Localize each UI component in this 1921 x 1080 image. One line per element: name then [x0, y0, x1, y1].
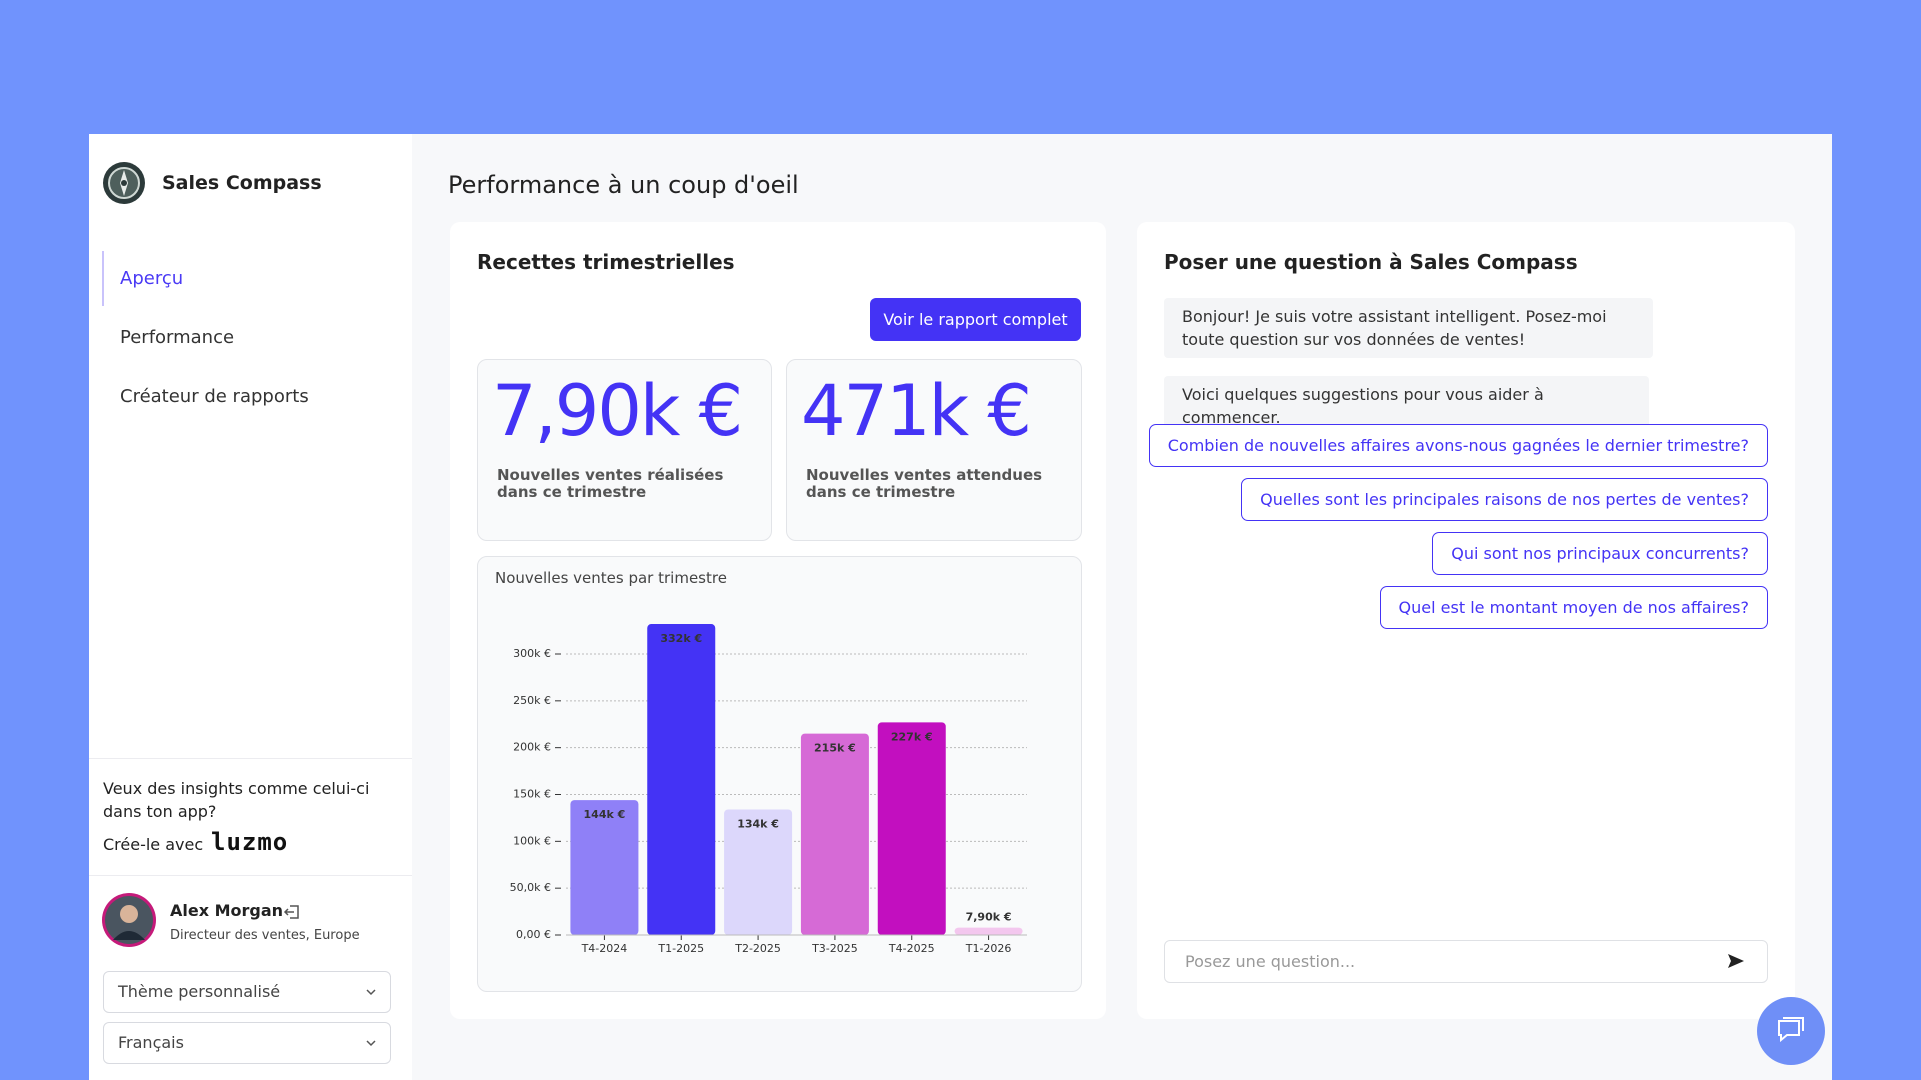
kpi-value: 7,90k €: [492, 370, 743, 452]
nav-item[interactable]: Performance: [120, 327, 235, 348]
bar-chart: 0,00 € 50,0k € 100k € 150k € 200k € 250k € 300…: [510, 624, 1027, 955]
report-button[interactable]: Voir le rapport complet: [870, 298, 1081, 341]
promo-cta: Crée-le avec: [103, 835, 204, 854]
bar: [724, 809, 793, 935]
chat-title: Poser une question à Sales Compass: [1164, 250, 1578, 274]
value-label: 134k €: [737, 817, 779, 830]
x-tick-label: T4-2025: [888, 942, 935, 955]
input-placeholder: Posez une question...: [1185, 952, 1356, 971]
x-tick-label: T3-2025: [811, 942, 858, 955]
nav-item[interactable]: Créateur de rapports: [120, 386, 309, 407]
select-value: Français: [118, 1033, 184, 1052]
value-label: 215k €: [814, 742, 856, 755]
avatar: [102, 893, 156, 947]
page-title: Performance à un coup d'oeil: [448, 171, 799, 199]
nav-item[interactable]: Aperçu: [120, 268, 184, 289]
bar: [647, 624, 716, 935]
promo-text: Veux des insights comme celui-ci dans to…: [103, 779, 370, 821]
y-tick-label: 100k €: [513, 834, 551, 847]
user-name: Alex Morgan: [170, 901, 284, 920]
card-title: Recettes trimestrielles: [477, 250, 735, 274]
suggestion-button[interactable]: Combien de nouvelles affaires avons-nous…: [1148, 424, 1768, 467]
select-value: Thème personnalisé: [118, 982, 281, 1001]
logout-icon[interactable]: [283, 903, 301, 921]
send-icon[interactable]: [1727, 953, 1745, 969]
suggestion-button[interactable]: Qui sont nos principaux concurrents?: [1432, 532, 1768, 575]
y-tick-label: 300k €: [513, 647, 551, 660]
divider: [89, 875, 412, 876]
app-name: Sales Compass: [162, 172, 322, 194]
kpi-card: [786, 359, 1082, 541]
suggestion-button[interactable]: Quel est le montant moyen de nos affaire…: [1379, 586, 1768, 629]
bar: [570, 800, 639, 935]
chevron: [366, 989, 376, 996]
x-tick-label: T2-2025: [734, 942, 781, 955]
bar: [877, 722, 946, 935]
kpi-card: [477, 359, 772, 541]
value-label: 332k €: [660, 632, 702, 645]
language-select[interactable]: Français: [103, 1022, 391, 1064]
chevron: [366, 1040, 376, 1047]
bar: [954, 927, 1023, 935]
brand-logo[interactable]: luzmo: [211, 828, 289, 856]
value-label: 7,90k €: [966, 911, 1012, 924]
x-tick-label: T4-2024: [581, 942, 628, 955]
y-tick-label: 250k €: [513, 694, 551, 707]
chat-input[interactable]: [1164, 940, 1768, 983]
user-role: Directeur des ventes, Europe: [170, 928, 360, 943]
x-tick-label: T1-2025: [657, 942, 704, 955]
y-tick-label: 200k €: [513, 741, 551, 754]
assistant-message: Bonjour! Je suis votre assistant intelli…: [1164, 298, 1653, 358]
chat-launcher[interactable]: [1757, 997, 1825, 1065]
theme-select[interactable]: Thème personnalisé: [103, 971, 391, 1013]
x-tick-label: T1-2026: [965, 942, 1012, 955]
y-tick-label: 150k €: [513, 788, 551, 801]
nav-indicator: [102, 251, 104, 306]
logo: [103, 162, 145, 204]
suggestion-button[interactable]: Quelles sont les principales raisons de …: [1241, 478, 1768, 521]
value-label: 227k €: [891, 730, 933, 743]
bar: [800, 733, 869, 935]
kpi-value: 471k €: [801, 370, 1032, 452]
y-tick-label: 50,0k €: [510, 881, 551, 894]
y-tick-label: 0,00 €: [516, 928, 551, 941]
chart-title: Nouvelles ventes par trimestre: [495, 569, 727, 587]
divider: [89, 758, 412, 759]
kpi-label: Nouvelles ventes réalisées dans ce trime…: [497, 466, 724, 501]
kpi-label: Nouvelles ventes attendues dans ce trime…: [806, 466, 1043, 501]
value-label: 144k €: [584, 808, 626, 821]
